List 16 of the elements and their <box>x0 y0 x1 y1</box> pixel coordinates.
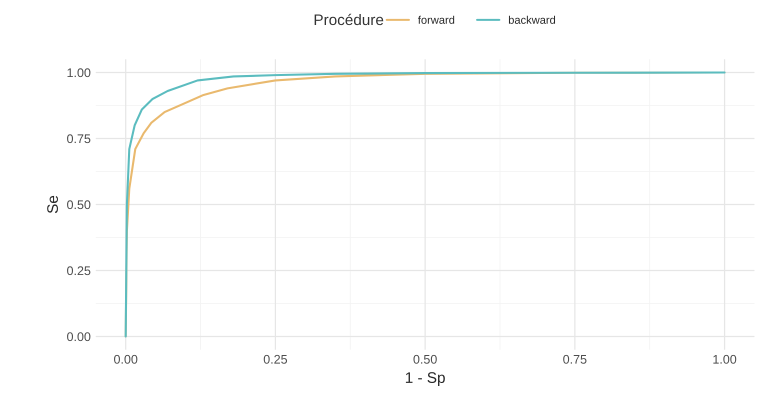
y-tick-label: 0.25 <box>67 266 90 276</box>
legend-label: forward <box>418 16 454 24</box>
legend-label: backward <box>508 16 556 24</box>
x-tick-label: 0.00 <box>114 354 138 364</box>
line-series <box>124 71 726 338</box>
x-tick-label: 1.00 <box>713 354 736 364</box>
y-tick-label: 0.00 <box>67 332 90 342</box>
y-tick-label: 1.00 <box>68 68 90 78</box>
x-tick-label: 0.50 <box>413 354 437 364</box>
x-axis-title: 1 - Sp <box>406 372 445 386</box>
x-tick-label: 0.75 <box>563 354 586 364</box>
y-axis-title: Se <box>47 196 58 214</box>
x-tick-label: 0.25 <box>264 354 288 364</box>
y-tick-label: 0.75 <box>67 134 90 144</box>
legend-title: Procédure <box>314 14 384 26</box>
y-tick-label: 0.50 <box>67 200 90 210</box>
